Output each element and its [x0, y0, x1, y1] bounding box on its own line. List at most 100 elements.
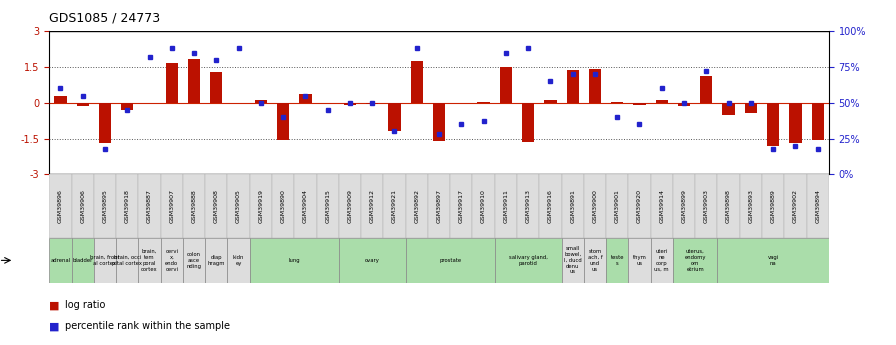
Bar — [94, 174, 116, 238]
Bar — [299, 94, 312, 103]
Bar — [806, 174, 829, 238]
Bar — [361, 174, 383, 238]
Text: GSM39890: GSM39890 — [280, 189, 286, 223]
Bar — [633, 103, 646, 105]
Text: GSM39904: GSM39904 — [303, 189, 308, 223]
Bar — [589, 69, 601, 103]
Bar — [76, 103, 89, 106]
Text: cervi
x,
endo
cervi: cervi x, endo cervi — [165, 249, 178, 272]
Bar — [183, 174, 205, 238]
Bar — [55, 96, 66, 103]
Text: salivary gland,
parotid: salivary gland, parotid — [509, 255, 547, 266]
Text: GSM39897: GSM39897 — [436, 189, 442, 223]
Bar — [722, 103, 735, 115]
Bar — [611, 101, 624, 103]
Bar — [211, 72, 222, 103]
Text: GSM39889: GSM39889 — [771, 189, 776, 223]
Bar — [562, 174, 584, 238]
Bar — [49, 238, 72, 283]
Text: GSM39896: GSM39896 — [58, 189, 63, 223]
Bar — [205, 174, 228, 238]
Bar — [695, 174, 718, 238]
Text: GSM39891: GSM39891 — [570, 189, 575, 223]
Bar — [339, 238, 406, 283]
Text: colon
asce
nding: colon asce nding — [186, 252, 202, 269]
Text: GSM39912: GSM39912 — [370, 189, 375, 223]
Text: GSM39899: GSM39899 — [682, 189, 686, 223]
Bar — [472, 174, 495, 238]
Bar — [628, 174, 650, 238]
Text: GDS1085 / 24773: GDS1085 / 24773 — [49, 11, 160, 24]
Bar — [406, 238, 495, 283]
Bar — [254, 100, 267, 103]
Bar — [718, 238, 829, 283]
Bar — [72, 174, 94, 238]
Bar — [762, 174, 784, 238]
Bar — [433, 103, 445, 141]
Bar — [339, 174, 361, 238]
Bar — [544, 100, 556, 103]
Bar — [495, 238, 562, 283]
Bar — [500, 67, 512, 103]
Text: GSM39905: GSM39905 — [236, 189, 241, 223]
Text: GSM39919: GSM39919 — [258, 189, 263, 223]
Text: GSM39894: GSM39894 — [815, 189, 820, 223]
Bar — [700, 77, 712, 103]
Text: log ratio: log ratio — [65, 300, 106, 310]
Bar — [205, 238, 228, 283]
Bar — [250, 174, 272, 238]
Text: GSM39893: GSM39893 — [748, 189, 754, 223]
Text: GSM39887: GSM39887 — [147, 189, 152, 223]
Text: GSM39901: GSM39901 — [615, 189, 620, 223]
Text: ■: ■ — [49, 321, 60, 331]
Text: prostate: prostate — [439, 258, 461, 263]
Text: small
bowel,
I, ducd
denu
us: small bowel, I, ducd denu us — [564, 246, 582, 275]
Bar — [584, 174, 606, 238]
Bar — [789, 103, 802, 143]
Text: uterus,
endomy
om
etrium: uterus, endomy om etrium — [685, 249, 706, 272]
Bar — [183, 238, 205, 283]
Bar — [294, 174, 316, 238]
Text: GSM39902: GSM39902 — [793, 189, 798, 223]
Text: GSM39898: GSM39898 — [726, 189, 731, 223]
Bar — [566, 70, 579, 103]
Text: GSM39892: GSM39892 — [414, 189, 419, 223]
Bar — [584, 238, 606, 283]
Text: GSM39906: GSM39906 — [80, 189, 85, 223]
Bar — [94, 238, 116, 283]
Bar — [606, 238, 628, 283]
Text: GSM39908: GSM39908 — [214, 189, 219, 223]
Bar — [160, 238, 183, 283]
Text: ■: ■ — [49, 300, 60, 310]
Bar — [812, 103, 823, 140]
Bar — [388, 103, 401, 131]
Bar — [228, 174, 250, 238]
Bar — [650, 174, 673, 238]
Text: GSM39911: GSM39911 — [504, 189, 508, 223]
Bar — [410, 61, 423, 103]
Text: GSM39920: GSM39920 — [637, 189, 642, 223]
Text: thym
us: thym us — [633, 255, 646, 266]
Text: GSM39921: GSM39921 — [392, 189, 397, 223]
Text: GSM39918: GSM39918 — [125, 189, 130, 223]
Bar — [121, 103, 134, 110]
Bar — [116, 238, 138, 283]
Text: GSM39907: GSM39907 — [169, 189, 175, 223]
Text: GSM39913: GSM39913 — [526, 189, 530, 223]
Bar — [517, 174, 539, 238]
Text: teste
s: teste s — [610, 255, 624, 266]
Text: GSM39916: GSM39916 — [547, 189, 553, 223]
Bar — [228, 238, 250, 283]
Text: vagi
na: vagi na — [768, 255, 779, 266]
Bar — [767, 103, 780, 146]
Bar — [138, 238, 160, 283]
Text: kidn
ey: kidn ey — [233, 255, 245, 266]
Bar — [562, 238, 584, 283]
Text: GSM39917: GSM39917 — [459, 189, 464, 223]
Bar — [406, 174, 428, 238]
Bar — [718, 174, 740, 238]
Bar — [116, 174, 138, 238]
Bar — [160, 174, 183, 238]
Bar — [539, 174, 562, 238]
Text: GSM39900: GSM39900 — [592, 189, 598, 223]
